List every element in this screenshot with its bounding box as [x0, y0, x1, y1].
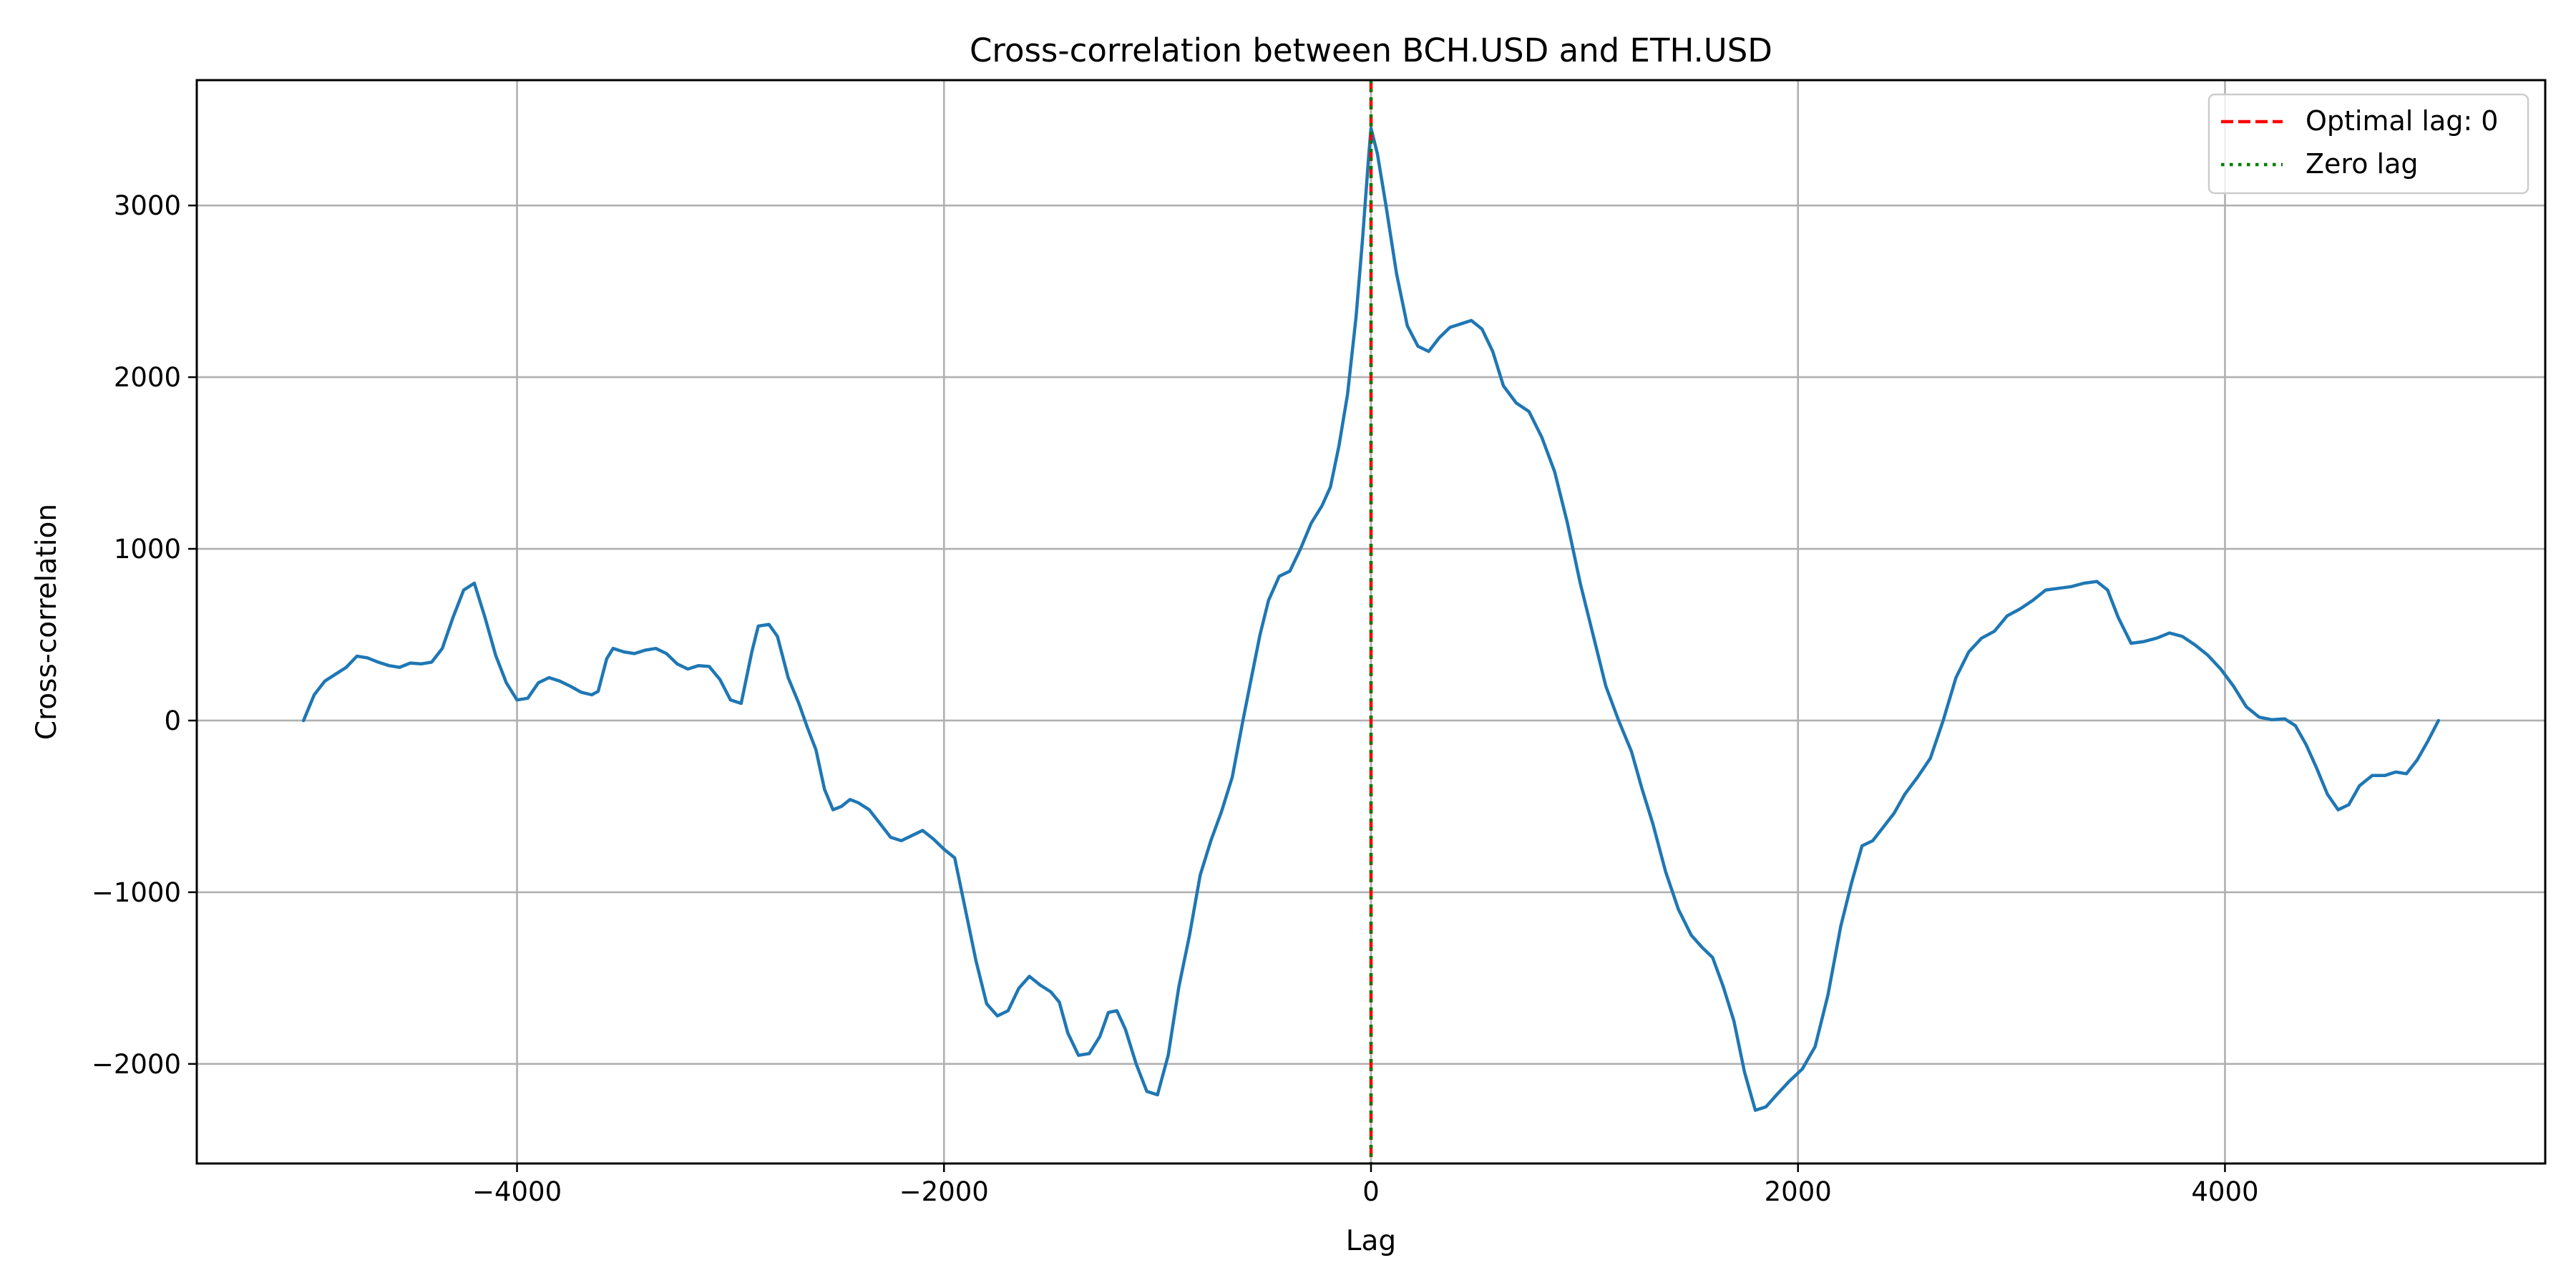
x-tick-label-0: −4000 [472, 1176, 562, 1207]
x-tick-label-1: −2000 [899, 1176, 989, 1207]
plot-area [301, 80, 2441, 1163]
legend-box [2207, 93, 2529, 195]
y-tick-label-4: 2000 [114, 362, 181, 393]
y-tick-label-5: 3000 [114, 190, 181, 221]
y-tick-label-1: −1000 [92, 877, 181, 908]
ticks: −4000 −2000 0 2000 4000 −2000 −1000 0 1000 2000 30… [92, 190, 2259, 1207]
y-tick-label-3: 1000 [114, 534, 181, 565]
legend-label-zero-lag: Zero lag [2306, 148, 2419, 180]
x-axis-label: Lag [1346, 1225, 1396, 1257]
y-tick-label-2: 0 [164, 706, 181, 736]
legend: Optimal lag: 0 Zero lag [2207, 93, 2529, 195]
y-tick-label-0: −2000 [92, 1049, 181, 1080]
series-line-0 [301, 126, 2441, 1112]
x-tick-label-3: 2000 [1765, 1176, 1832, 1207]
legend-label-optimal-lag: Optimal lag: 0 [2306, 105, 2498, 137]
x-tick-label-4: 4000 [2191, 1176, 2258, 1207]
y-axis-label: Cross-correlation [31, 504, 63, 740]
chart-title: Cross-correlation between BCH.USD and ET… [970, 31, 1772, 69]
x-tick-label-2: 0 [1362, 1176, 1380, 1207]
